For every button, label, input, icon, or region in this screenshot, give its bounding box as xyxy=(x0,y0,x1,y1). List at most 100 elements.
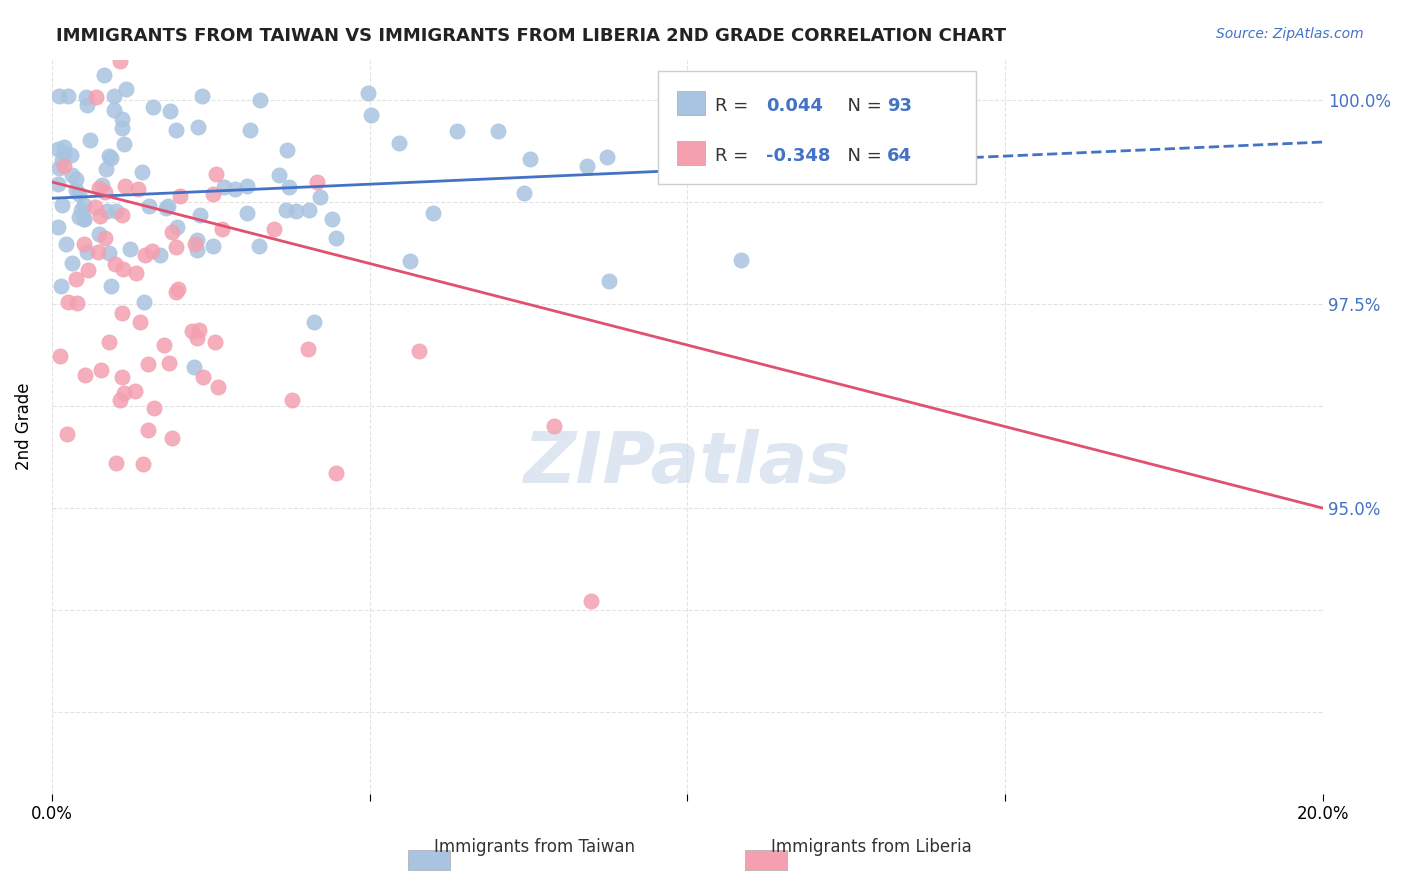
Point xyxy=(136,423,159,437)
Point xyxy=(187,120,209,135)
Point xyxy=(211,222,233,236)
Point xyxy=(56,89,79,103)
Point xyxy=(321,211,343,226)
Point xyxy=(96,161,118,176)
Point xyxy=(357,86,380,100)
Point xyxy=(239,123,262,137)
Point xyxy=(129,315,152,329)
Point xyxy=(114,178,136,193)
Bar xyxy=(408,850,450,870)
Point xyxy=(65,272,87,286)
Point xyxy=(598,274,620,288)
Point xyxy=(67,187,90,202)
Point xyxy=(165,285,187,299)
Point xyxy=(112,137,135,152)
Text: Immigrants from Liberia: Immigrants from Liberia xyxy=(772,838,972,856)
Text: 93: 93 xyxy=(887,97,912,115)
Point xyxy=(65,183,87,197)
Point xyxy=(89,209,111,223)
Point xyxy=(112,385,135,400)
FancyBboxPatch shape xyxy=(658,70,976,185)
Point xyxy=(159,103,181,118)
Point xyxy=(181,324,204,338)
Point xyxy=(325,466,347,480)
Point xyxy=(204,167,226,181)
Point xyxy=(305,175,328,189)
Text: R =: R = xyxy=(716,97,755,115)
Point xyxy=(149,248,172,262)
Point xyxy=(360,108,382,122)
Point xyxy=(62,255,84,269)
Point xyxy=(100,279,122,293)
Point xyxy=(46,142,69,156)
Point xyxy=(118,242,141,256)
Point xyxy=(53,140,76,154)
Point xyxy=(83,200,105,214)
Point xyxy=(60,148,83,162)
Text: IMMIGRANTS FROM TAIWAN VS IMMIGRANTS FROM LIBERIA 2ND GRADE CORRELATION CHART: IMMIGRANTS FROM TAIWAN VS IMMIGRANTS FRO… xyxy=(56,27,1007,45)
Point xyxy=(249,93,271,107)
Point xyxy=(90,362,112,376)
Point xyxy=(276,144,298,158)
Point xyxy=(155,202,177,216)
Point xyxy=(111,369,134,384)
Point xyxy=(446,124,468,138)
Point xyxy=(76,244,98,259)
Point xyxy=(142,100,165,114)
Point xyxy=(94,185,117,199)
Text: -0.348: -0.348 xyxy=(766,147,831,165)
Point xyxy=(56,427,79,442)
Point xyxy=(91,178,114,192)
Point xyxy=(132,294,155,309)
Point xyxy=(96,203,118,218)
Point xyxy=(73,368,96,382)
Point xyxy=(281,393,304,408)
Point xyxy=(166,220,188,235)
Point xyxy=(398,254,420,268)
Point xyxy=(169,189,191,203)
Point xyxy=(165,240,187,254)
Point xyxy=(387,136,409,150)
Point xyxy=(298,203,321,218)
Point xyxy=(77,262,100,277)
Point xyxy=(100,151,122,165)
Point xyxy=(202,186,225,201)
Point xyxy=(53,159,76,173)
Point xyxy=(138,199,160,213)
Text: N =: N = xyxy=(837,97,887,115)
Point xyxy=(207,380,229,394)
Point xyxy=(51,153,73,168)
Text: ZIPatlas: ZIPatlas xyxy=(524,429,851,498)
Point xyxy=(422,205,444,219)
Point xyxy=(48,89,70,103)
Point xyxy=(48,350,70,364)
Text: R =: R = xyxy=(716,147,755,165)
Point xyxy=(89,181,111,195)
Point xyxy=(111,208,134,222)
Point xyxy=(142,401,165,415)
Point xyxy=(153,338,176,352)
Point xyxy=(157,355,180,369)
Point xyxy=(87,244,110,259)
Point xyxy=(183,359,205,374)
Point xyxy=(131,165,153,179)
Point xyxy=(72,197,94,211)
Point xyxy=(111,112,134,127)
Point xyxy=(55,237,77,252)
Point xyxy=(277,179,299,194)
Point xyxy=(190,208,212,222)
Point xyxy=(111,120,134,135)
Point xyxy=(543,418,565,433)
Point xyxy=(60,169,83,183)
Point xyxy=(579,594,602,608)
Point xyxy=(162,431,184,445)
Point xyxy=(124,266,146,280)
Text: Immigrants from Taiwan: Immigrants from Taiwan xyxy=(434,838,634,856)
Point xyxy=(97,334,120,349)
Point xyxy=(115,82,138,96)
Point xyxy=(285,203,308,218)
Point xyxy=(186,243,208,257)
Point xyxy=(141,244,163,259)
Point xyxy=(297,342,319,356)
Point xyxy=(730,252,752,267)
